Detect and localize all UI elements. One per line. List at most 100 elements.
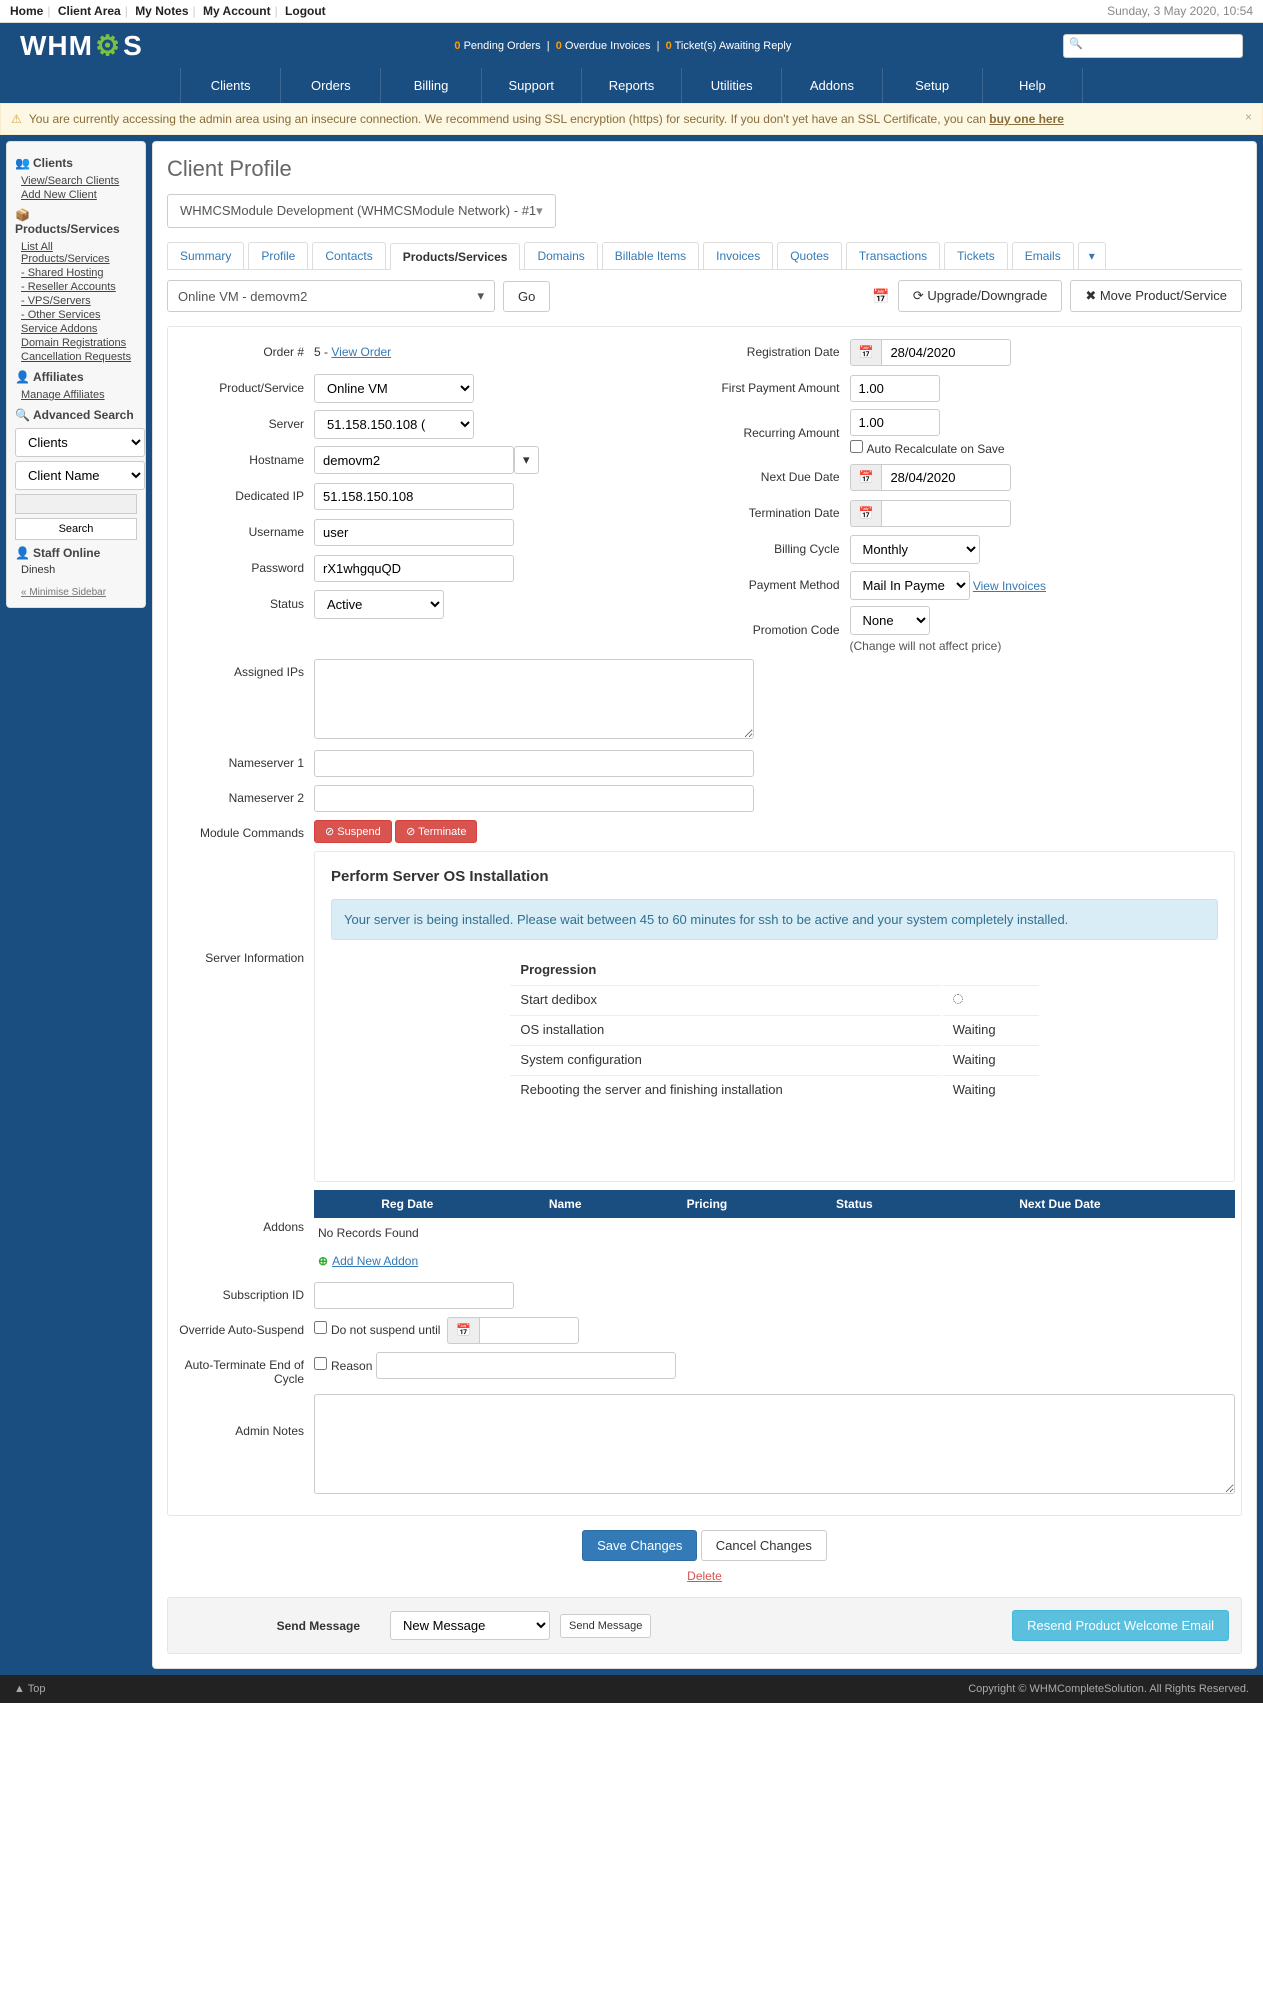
override-date-input[interactable]	[479, 1317, 579, 1344]
sidebar-link[interactable]: - Other Services	[15, 308, 137, 322]
topbar-mynotes[interactable]: My Notes	[135, 4, 188, 18]
advsearch-type[interactable]: Clients	[15, 428, 145, 457]
progress-row: Start dedibox	[510, 985, 1038, 1013]
cycle-select[interactable]: Monthly	[850, 535, 980, 564]
minimise-sidebar[interactable]: « Minimise Sidebar	[15, 586, 106, 599]
tab-contacts[interactable]: Contacts	[312, 242, 385, 269]
tab-productsservices[interactable]: Products/Services	[390, 243, 521, 270]
sidebar-link[interactable]: - Shared Hosting	[15, 266, 137, 280]
override-checkbox[interactable]	[314, 1321, 327, 1334]
product-select[interactable]: Online VM	[314, 374, 474, 403]
tab-emails[interactable]: Emails	[1012, 242, 1074, 269]
sidebar-link[interactable]: Cancellation Requests	[15, 350, 137, 364]
add-addon-link[interactable]: Add New Addon	[332, 1254, 418, 1268]
menu-billing[interactable]: Billing	[381, 68, 481, 103]
sidebar-link[interactable]: - VPS/Servers	[15, 294, 137, 308]
resend-welcome-button[interactable]: Resend Product Welcome Email	[1012, 1610, 1229, 1641]
tab-profile[interactable]: Profile	[248, 242, 308, 269]
tab-more[interactable]: ▾	[1078, 242, 1106, 269]
hostname-input[interactable]	[314, 446, 514, 474]
promo-select[interactable]: None	[850, 606, 930, 635]
menu-utilities[interactable]: Utilities	[682, 68, 782, 103]
tab-billableitems[interactable]: Billable Items	[602, 242, 699, 269]
move-product-button[interactable]: ✖ Move Product/Service	[1070, 280, 1242, 312]
paymethod-select[interactable]: Mail In Payment	[850, 571, 970, 600]
notes-input[interactable]	[314, 1394, 1235, 1494]
addons-label: Addons	[174, 1190, 314, 1274]
firstpay-input[interactable]	[850, 375, 940, 402]
tab-domains[interactable]: Domains	[524, 242, 597, 269]
regdate-input[interactable]	[881, 339, 1011, 366]
sidebar-link[interactable]: Service Addons	[15, 322, 137, 336]
dedip-label: Dedicated IP	[174, 489, 314, 503]
termdate-input[interactable]	[881, 500, 1011, 527]
menu-help[interactable]: Help	[983, 68, 1083, 103]
back-to-top[interactable]: ▲ Top	[14, 1683, 45, 1695]
advsearch-field[interactable]: Client Name	[15, 461, 145, 490]
subid-input[interactable]	[314, 1282, 514, 1309]
save-button[interactable]: Save Changes	[582, 1530, 697, 1561]
sidebar-link[interactable]: View/Search Clients	[15, 174, 137, 188]
dedip-input[interactable]	[314, 483, 514, 510]
topbar-logout[interactable]: Logout	[285, 4, 326, 18]
hostname-dropdown[interactable]: ▾	[514, 446, 539, 474]
tab-transactions[interactable]: Transactions	[846, 242, 940, 269]
tab-quotes[interactable]: Quotes	[777, 242, 842, 269]
view-invoices-link[interactable]: View Invoices	[973, 579, 1046, 593]
password-label: Password	[174, 561, 314, 575]
srv-message: Your server is being installed. Please w…	[331, 899, 1218, 940]
sendmsg-button[interactable]: Send Message	[560, 1614, 651, 1638]
assignedips-input[interactable]	[314, 659, 754, 739]
recur-input[interactable]	[850, 409, 940, 436]
calendar-icon[interactable]: 📅	[872, 288, 889, 305]
upgrade-downgrade-button[interactable]: ⟳ Upgrade/Downgrade	[898, 280, 1062, 312]
tab-summary[interactable]: Summary	[167, 242, 244, 269]
global-search-input[interactable]	[1063, 34, 1243, 58]
topbar-home[interactable]: Home	[10, 4, 43, 18]
ns1-input[interactable]	[314, 750, 754, 777]
view-order-link[interactable]: View Order	[331, 345, 391, 359]
tab-tickets[interactable]: Tickets	[944, 242, 1008, 269]
autorecalc-checkbox[interactable]	[850, 440, 863, 453]
delete-link[interactable]: Delete	[167, 1569, 1242, 1583]
product-label: Product/Service	[174, 381, 314, 395]
sendmsg-select[interactable]: New Message	[390, 1611, 550, 1640]
menu-addons[interactable]: Addons	[782, 68, 882, 103]
go-button[interactable]: Go	[503, 281, 550, 312]
logo[interactable]: WHM⚙S	[20, 29, 143, 62]
sidebar-link[interactable]: Domain Registrations	[15, 336, 137, 350]
menu-clients[interactable]: Clients	[180, 68, 281, 103]
sidebar-link[interactable]: List All Products/Services	[15, 240, 137, 266]
suspend-button[interactable]: ⊘ Suspend	[314, 820, 392, 843]
autorecalc-label[interactable]: Auto Recalculate on Save	[850, 440, 1005, 456]
nextdue-input[interactable]	[881, 464, 1011, 491]
buy-ssl-link[interactable]: buy one here	[989, 112, 1064, 126]
password-input[interactable]	[314, 555, 514, 582]
advsearch-input[interactable]	[15, 494, 137, 514]
menu-setup[interactable]: Setup	[883, 68, 983, 103]
autoterm-checkbox[interactable]	[314, 1357, 327, 1370]
calendar-icon: 📅	[850, 339, 882, 366]
status-select[interactable]: Active	[314, 590, 444, 619]
autoterm-reason-input[interactable]	[376, 1352, 676, 1379]
page-title: Client Profile	[167, 156, 1242, 182]
username-input[interactable]	[314, 519, 514, 546]
service-selector[interactable]: Online VM - demovm2▾	[167, 280, 495, 312]
client-selector[interactable]: WHMCSModule Development (WHMCSModule Net…	[167, 194, 556, 228]
cancel-button[interactable]: Cancel Changes	[701, 1530, 827, 1561]
terminate-button[interactable]: ⊘ Terminate	[395, 820, 477, 843]
advsearch-button[interactable]: Search	[15, 518, 137, 540]
sidebar-link[interactable]: Manage Affiliates	[15, 388, 137, 402]
menu-support[interactable]: Support	[482, 68, 582, 103]
topbar-myaccount[interactable]: My Account	[203, 4, 271, 18]
menu-orders[interactable]: Orders	[281, 68, 381, 103]
tab-invoices[interactable]: Invoices	[703, 242, 773, 269]
ssl-alert: ⚠ You are currently accessing the admin …	[0, 103, 1263, 135]
close-icon[interactable]: ×	[1245, 110, 1252, 124]
ns2-input[interactable]	[314, 785, 754, 812]
server-select[interactable]: 51.158.150.108 (	[314, 410, 474, 439]
topbar-clientarea[interactable]: Client Area	[58, 4, 121, 18]
sidebar-link[interactable]: Add New Client	[15, 188, 137, 202]
menu-reports[interactable]: Reports	[582, 68, 682, 103]
sidebar-link[interactable]: - Reseller Accounts	[15, 280, 137, 294]
